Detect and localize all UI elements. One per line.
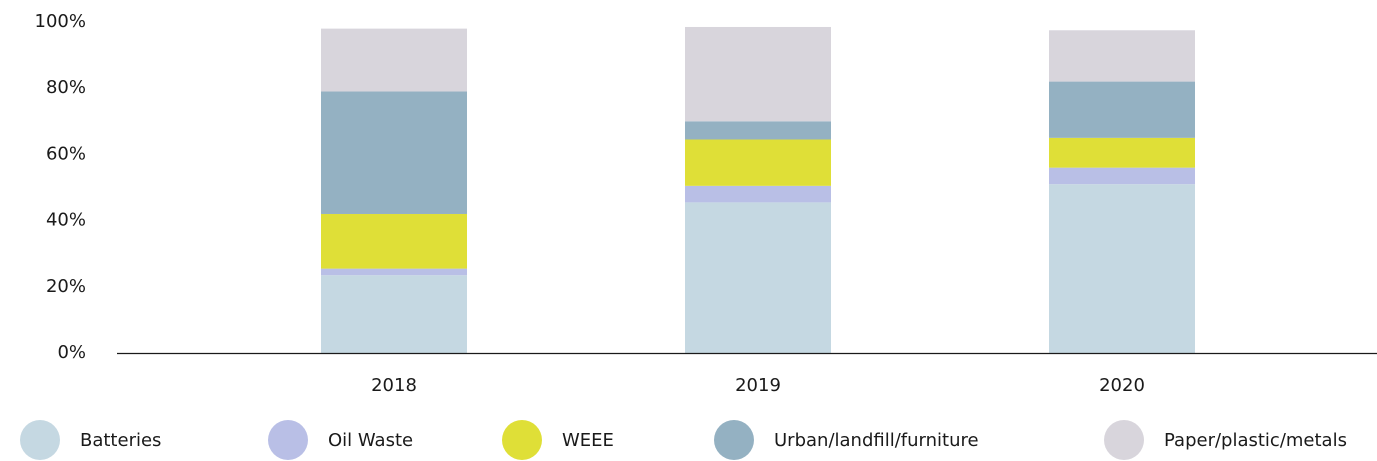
bar-segment (321, 268, 467, 276)
y-tick-label: 60% (46, 143, 86, 164)
legend-label: Oil Waste (328, 430, 413, 451)
y-tick-label: 80% (46, 77, 86, 98)
bar-segment (1049, 167, 1195, 185)
bar-segment (685, 121, 831, 140)
bar-segment (321, 28, 467, 92)
y-tick-label: 40% (46, 210, 86, 231)
legend-swatch (268, 420, 308, 460)
bar-segment (321, 275, 467, 353)
x-tick-label: 2018 (371, 375, 417, 396)
bar-segment (685, 202, 831, 353)
bar-segment (685, 26, 831, 122)
legend-swatch (714, 420, 754, 460)
x-tick-label: 2019 (735, 375, 781, 396)
legend-swatch (502, 420, 542, 460)
legend-label: WEEE (562, 430, 614, 451)
bar-segment (321, 213, 467, 269)
bar-segment (1049, 184, 1195, 353)
x-tick-label: 2020 (1099, 375, 1145, 396)
y-tick-label: 0% (57, 342, 86, 363)
bar-segment (1049, 137, 1195, 168)
y-tick-label: 100% (35, 11, 86, 32)
legend-swatch (20, 420, 60, 460)
bar-segment (1049, 81, 1195, 138)
y-tick-label: 20% (46, 276, 86, 297)
bar-segment (1049, 30, 1195, 82)
bar-segment (685, 185, 831, 203)
bar-segment (321, 91, 467, 214)
bar-segment (685, 139, 831, 186)
legend-swatch (1104, 420, 1144, 460)
legend-label: Paper/plastic/metals (1164, 430, 1347, 451)
legend-label: Batteries (80, 430, 161, 451)
legend-label: Urban/landfill/furniture (774, 430, 979, 451)
